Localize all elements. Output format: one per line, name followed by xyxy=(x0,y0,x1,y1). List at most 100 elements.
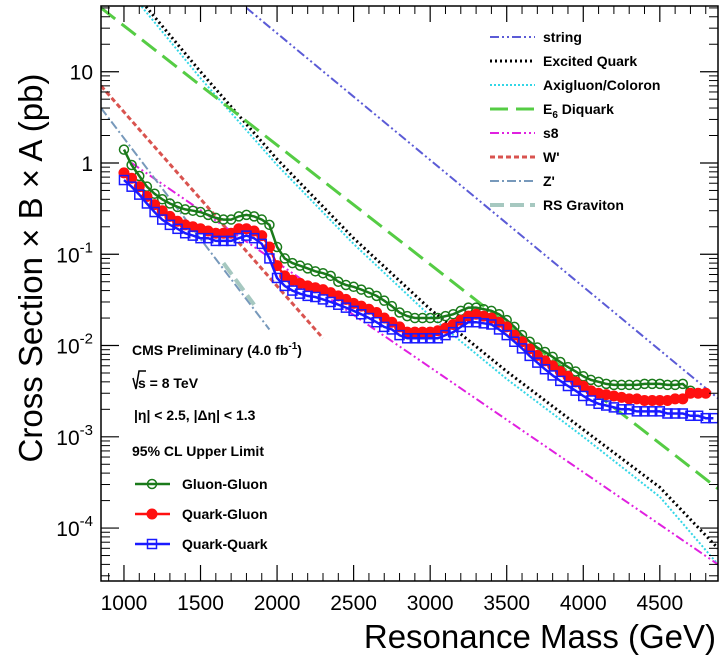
series-quark-quark-point xyxy=(692,410,704,422)
legend-gluon-gluon-label: Gluon-Gluon xyxy=(182,476,268,492)
series-gluon-gluon-point xyxy=(639,378,650,390)
annotation-cl: 95% CL Upper Limit xyxy=(132,443,264,459)
series-quark-quark-point xyxy=(256,238,268,250)
series-gluon-gluon-point xyxy=(440,310,451,322)
series-quark-quark-point xyxy=(225,235,237,247)
y-tick-label: 10-2 xyxy=(56,331,93,359)
series-gluon-gluon-point xyxy=(210,212,222,224)
x-tick-label: 3500 xyxy=(483,592,530,615)
y-tick-label: 10-3 xyxy=(56,422,93,450)
legend-ediquark-label: E6 Diquark xyxy=(543,101,614,121)
series-quark-quark-point xyxy=(417,333,428,344)
legend-rs-graviton-label: RS Graviton xyxy=(543,197,624,213)
series-quark-quark-point xyxy=(409,333,421,344)
series-quark-quark-point xyxy=(294,288,306,299)
series-quark-quark-point xyxy=(195,232,206,244)
series-quark-quark-point xyxy=(608,402,620,413)
series-quark-quark-point xyxy=(287,285,298,296)
series-quark-quark-point xyxy=(248,232,260,244)
legend-w-label: W' xyxy=(543,149,560,165)
series-gluon-gluon-point xyxy=(241,209,252,221)
x-tick-label: 2000 xyxy=(254,592,301,615)
series-quark-quark-point xyxy=(156,214,168,225)
series-gluon-gluon-point xyxy=(126,159,137,171)
legend-string-label: string xyxy=(543,29,582,45)
x-tick-label: 1000 xyxy=(101,592,148,615)
series-gluon-gluon-point xyxy=(371,290,382,302)
series-quark-quark-point xyxy=(233,232,245,244)
series-quark-quark-point xyxy=(447,326,459,338)
series-quark-quark-point xyxy=(333,299,344,310)
series-quark-quark-point xyxy=(631,406,643,417)
series-gluon-gluon-point xyxy=(585,374,597,386)
x-tick-label: 2500 xyxy=(330,592,377,615)
series-quark-quark-point xyxy=(202,232,214,244)
series-quark-quark-point xyxy=(685,410,696,422)
series-quark-quark-point xyxy=(271,272,283,284)
series-quark-quark-point xyxy=(187,230,199,241)
series-quark-quark-point xyxy=(241,230,252,241)
series-quark-quark-point xyxy=(570,385,581,396)
series-quark-quark-point xyxy=(509,336,520,347)
limit-lines xyxy=(118,144,718,424)
x-tick-label: 1500 xyxy=(177,592,224,615)
series-quark-quark-point xyxy=(210,235,222,247)
series-quark-quark-point xyxy=(669,408,681,419)
series-gluon-gluon-point xyxy=(646,378,658,390)
series-quark-quark-point xyxy=(616,404,627,415)
series-gluon-gluon-point xyxy=(256,214,268,225)
series-quark-quark-point xyxy=(478,318,490,329)
series-quark-quark-point xyxy=(386,324,398,335)
series-quark-quark-point xyxy=(310,291,321,303)
series-quark-quark-point xyxy=(149,206,160,218)
series-quark-quark-point xyxy=(401,333,413,344)
series-quark-quark-point xyxy=(424,333,436,344)
plot-frame xyxy=(100,5,719,582)
series-gluon-gluon-point xyxy=(340,279,352,291)
x-axis-title: Resonance Mass (GeV) xyxy=(364,618,716,655)
series-quark-quark-point xyxy=(623,404,635,415)
series-quark-quark-point xyxy=(654,406,666,417)
series-quark-quark-point xyxy=(662,408,673,419)
series-quark-quark-point xyxy=(432,333,444,344)
series-excited-quark-line xyxy=(143,6,718,550)
x-tick-label: 4500 xyxy=(636,592,683,615)
legend-quark-quark-marker xyxy=(146,538,158,550)
series-gluon-gluon-point xyxy=(409,312,421,324)
legend-z-label: Z' xyxy=(543,173,555,189)
series-quark-quark-point xyxy=(264,253,275,264)
series-quark-quark-point xyxy=(325,296,336,308)
series-gluon-gluon-point xyxy=(310,266,321,277)
legend-quark-gluon-marker xyxy=(146,508,158,520)
series-gluon-gluon-point xyxy=(264,219,275,231)
series-gluon-gluon-point xyxy=(179,204,191,215)
series-gluon-gluon-point xyxy=(600,378,612,390)
series-quark-quark-point xyxy=(302,290,313,302)
annotation-cms: CMS Preliminary (4.0 fb-1) xyxy=(132,341,302,358)
x-tick-label: 4000 xyxy=(560,592,607,615)
series-quark-quark-point xyxy=(547,370,558,381)
series-gluon-gluon-point xyxy=(570,366,581,377)
series-gluon-gluon-point xyxy=(623,379,635,391)
y-tick-label: 10 xyxy=(70,62,93,85)
series-quark-quark-point xyxy=(394,329,405,341)
annotation-energy: s = 8 TeV xyxy=(138,375,199,391)
series-quark-quark-point xyxy=(532,357,543,368)
series-quark-quark-point xyxy=(470,316,482,328)
legend-s8-label: s8 xyxy=(543,125,559,141)
series-quark-quark-point xyxy=(539,363,551,375)
series-quark-quark-point xyxy=(463,316,474,328)
series-quark-quark-point xyxy=(593,398,604,410)
series-gluon-gluon-point xyxy=(118,144,130,155)
series-quark-quark-point xyxy=(179,227,191,239)
series-gluon-gluon-point xyxy=(233,211,245,222)
series-quark-quark-point xyxy=(317,294,329,305)
series-quark-quark-point xyxy=(440,329,451,341)
series-quark-gluon-point xyxy=(677,393,689,405)
legend-excited-quark-label: Excited Quark xyxy=(543,53,637,69)
series-gluon-gluon-point xyxy=(279,253,290,264)
series-gluon-gluon-point xyxy=(654,378,666,390)
series-quark-quark-point xyxy=(585,395,597,406)
legend-axigluon-coloron-label: Axigluon/Coloron xyxy=(543,77,660,93)
